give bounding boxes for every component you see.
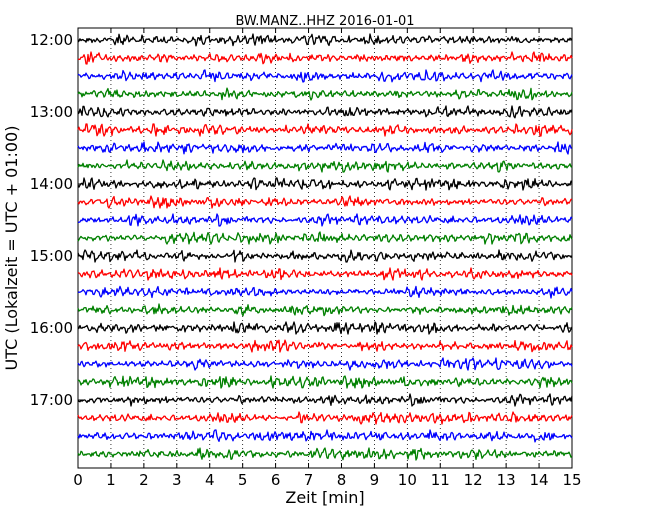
y-tick-label: 13:00 [30, 103, 73, 121]
x-tick-label: 1 [106, 471, 116, 489]
trace-row [77, 321, 573, 335]
x-tick-label: 6 [271, 471, 281, 489]
x-tick-label: 2 [139, 471, 149, 489]
trace-row [77, 123, 573, 137]
trace-row [77, 141, 573, 155]
trace-row [77, 267, 573, 281]
x-tick-label: 11 [431, 471, 450, 489]
x-tick-label: 8 [337, 471, 347, 489]
x-axis-ticks: 0 1 2 3 4 5 6 7 8 9 10 11 12 13 14 15 [73, 28, 582, 489]
trace-row [77, 105, 573, 119]
y-tick-label: 14:00 [30, 175, 73, 193]
x-tick-label: 3 [172, 471, 182, 489]
trace-row [77, 447, 573, 461]
x-axis-label: Zeit [min] [285, 488, 364, 507]
x-tick-label: 14 [530, 471, 549, 489]
x-tick-label: 15 [562, 471, 581, 489]
plot-area: 0 1 2 3 4 5 6 7 8 9 10 11 12 13 14 15 12:0013:0014:0015… [30, 27, 582, 489]
x-tick-label: 7 [304, 471, 314, 489]
trace-row [77, 159, 573, 173]
trace-row [77, 33, 573, 47]
chart-title: BW.MANZ..HHZ 2016-01-01 [235, 14, 414, 29]
x-tick-label: 4 [205, 471, 215, 489]
trace-row [77, 429, 573, 443]
plot-frame [77, 27, 573, 469]
trace-row [77, 249, 573, 263]
trace-row [77, 303, 573, 317]
y-axis-label: UTC (Lokalzeit = UTC + 01:00) [2, 126, 21, 371]
trace-row [77, 393, 573, 407]
trace-row [77, 375, 573, 389]
trace-row [77, 87, 573, 101]
trace-row [77, 177, 573, 191]
y-tick-label: 15:00 [30, 247, 73, 265]
x-tick-label: 0 [73, 471, 83, 489]
trace-row [77, 51, 573, 65]
x-tick-label: 10 [398, 471, 417, 489]
trace-row [77, 195, 573, 209]
x-tick-label: 5 [238, 471, 248, 489]
y-tick-label: 17:00 [30, 391, 73, 409]
trace-row [77, 231, 573, 245]
y-axis-ticks: 12:00 13:00 14:00 15:00 16:00 17:00 [30, 31, 572, 409]
trace-row [77, 411, 573, 425]
trace-row [77, 213, 573, 227]
x-grid [110, 28, 540, 468]
x-tick-label: 13 [497, 471, 516, 489]
x-tick-label: 12 [464, 471, 483, 489]
seismic-traces [77, 33, 573, 461]
trace-row [77, 339, 573, 353]
y-tick-label: 12:00 [30, 31, 73, 49]
y-tick-label: 16:00 [30, 319, 73, 337]
trace-row [77, 69, 573, 83]
trace-row [77, 285, 573, 299]
x-tick-label: 9 [370, 471, 380, 489]
trace-row [77, 357, 573, 371]
